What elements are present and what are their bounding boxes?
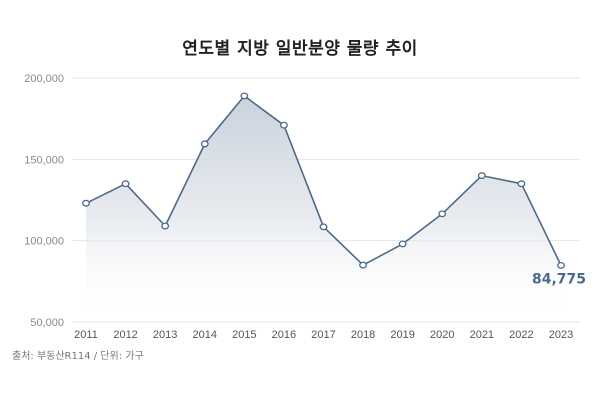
y-tick-label: 100,000 xyxy=(24,236,64,248)
y-tick-label: 50,000 xyxy=(30,317,64,329)
x-tick-label: 2019 xyxy=(390,329,414,341)
data-point xyxy=(161,222,170,230)
x-tick-label: 2022 xyxy=(509,329,533,341)
x-tick-label: 2011 xyxy=(74,329,98,341)
x-tick-label: 2021 xyxy=(470,329,494,341)
x-tick-label: 2014 xyxy=(193,329,217,341)
data-point xyxy=(477,172,486,180)
y-tick-label: 150,000 xyxy=(24,154,64,166)
data-point xyxy=(359,261,368,269)
data-point xyxy=(121,180,130,188)
last-value-label: 84,775 xyxy=(532,271,586,287)
source-note: 출처: 부동산R114 / 단위: 가구 xyxy=(12,351,144,362)
area-fill xyxy=(86,95,561,323)
data-point xyxy=(200,140,209,148)
x-tick-label: 2017 xyxy=(311,329,335,341)
data-point xyxy=(517,180,526,188)
y-axis: 50,000 100,000 150,000 200,000 xyxy=(24,73,64,329)
chart-title: 연도별 지방 일반분양 물량 추이 xyxy=(182,39,418,59)
data-points xyxy=(82,92,565,269)
x-tick-label: 2023 xyxy=(549,329,573,341)
data-point xyxy=(319,223,328,231)
data-point xyxy=(398,240,407,248)
x-tick-label: 2013 xyxy=(153,329,177,341)
y-tick-label: 200,000 xyxy=(24,73,64,85)
x-tick-label: 2015 xyxy=(232,329,256,341)
x-tick-label: 2020 xyxy=(430,329,454,341)
data-point xyxy=(438,210,447,218)
x-tick-label: 2012 xyxy=(113,329,137,341)
x-axis: 2011 2012 2013 2014 2015 2016 2017 2018 2019 2020… xyxy=(74,329,573,341)
data-point xyxy=(240,92,249,100)
x-tick-label: 2016 xyxy=(272,329,296,341)
data-point xyxy=(557,261,565,269)
x-tick-label: 2018 xyxy=(351,329,375,341)
data-point xyxy=(279,121,288,129)
data-point xyxy=(82,199,90,207)
